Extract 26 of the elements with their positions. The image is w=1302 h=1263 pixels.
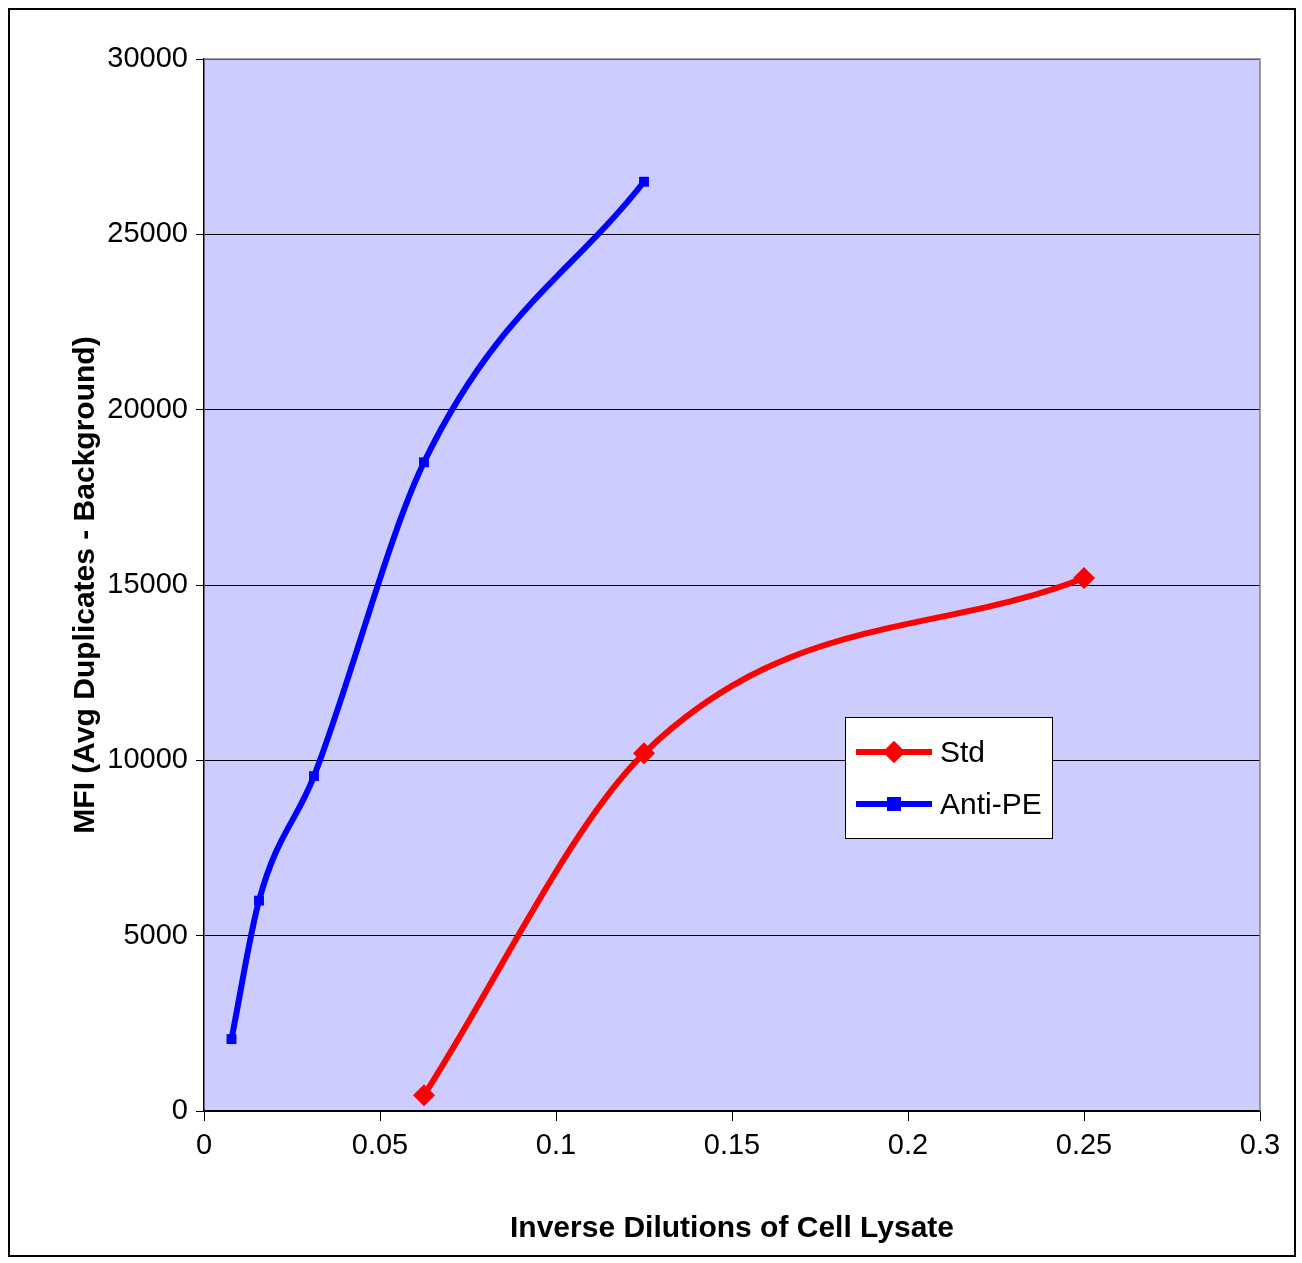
point — [226, 1034, 237, 1045]
x-tick-label: 0.2 — [887, 1128, 929, 1161]
y-tick-label: 5000 — [123, 917, 188, 950]
x-tick-label: 0.05 — [351, 1128, 409, 1161]
legend-label: Std — [940, 735, 986, 769]
point — [309, 771, 319, 782]
y-tick-label: 10000 — [107, 742, 188, 775]
x-axis-title: Inverse Dilutions of Cell Lysate — [509, 1210, 955, 1244]
x-tick-label: 0.15 — [703, 1128, 761, 1161]
point — [419, 457, 429, 468]
x-tick-label: 0.3 — [1239, 1128, 1281, 1161]
y-tick-label: 0 — [171, 1093, 188, 1125]
point — [633, 742, 655, 765]
point — [639, 176, 649, 187]
point — [254, 895, 264, 906]
x-tick-label: 0.25 — [1055, 1128, 1113, 1161]
y-tick-label: 30000 — [107, 41, 188, 73]
y-axis-title: MFI (Avg Duplicates - Background) — [67, 336, 101, 834]
point — [1073, 566, 1095, 589]
legend-label: Anti-PE — [940, 787, 1042, 821]
y-tick-label: 20000 — [107, 391, 188, 424]
y-tick-label: 25000 — [107, 216, 188, 249]
x-tick-label: 0 — [195, 1128, 213, 1161]
x-tick-label: 0.1 — [535, 1128, 577, 1161]
y-tick-label: 15000 — [107, 567, 188, 599]
point — [413, 1084, 435, 1107]
